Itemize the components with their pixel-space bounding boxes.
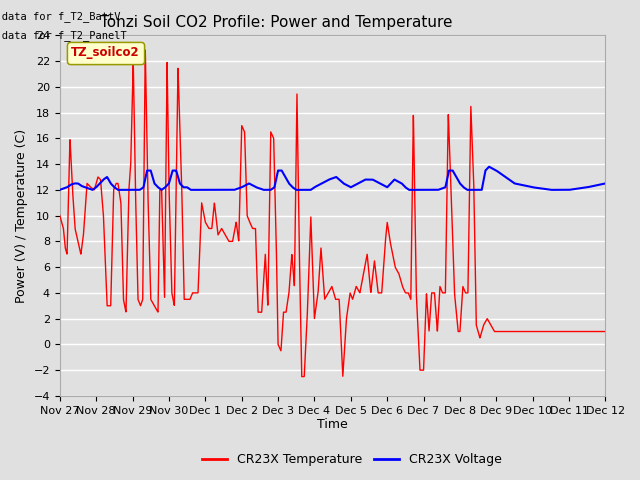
Legend: CR23X Temperature, CR23X Voltage: CR23X Temperature, CR23X Voltage	[196, 448, 508, 471]
Text: No data for f_T2_BattV: No data for f_T2_BattV	[0, 11, 120, 22]
Text: Tonzi Soil CO2 Profile: Power and Temperature: Tonzi Soil CO2 Profile: Power and Temper…	[100, 15, 452, 30]
X-axis label: Time: Time	[317, 419, 348, 432]
Legend: 	[67, 42, 144, 64]
Text: No data for f_T2_PanelT: No data for f_T2_PanelT	[0, 30, 127, 41]
Y-axis label: Power (V) / Temperature (C): Power (V) / Temperature (C)	[15, 129, 28, 303]
